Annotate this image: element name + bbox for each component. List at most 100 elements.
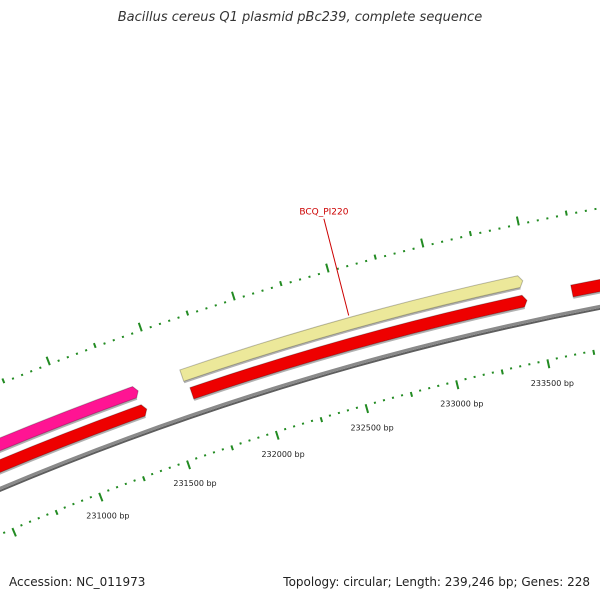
outer-tick-mark: [205, 307, 208, 310]
outer-tick-mark: [158, 322, 162, 326]
inner-tick-mark: [177, 463, 180, 466]
inner-tick-mark: [63, 506, 67, 509]
outer-tick-mark: [515, 216, 520, 226]
outer-tick-mark: [270, 286, 274, 290]
outer-tick-mark: [364, 259, 368, 263]
outer-tick-mark: [103, 342, 106, 345]
outer-tick-mark: [112, 338, 116, 342]
inner-tick-mark: [168, 466, 172, 470]
inner-tick-mark: [328, 414, 332, 417]
inner-tick-mark: [11, 527, 17, 537]
outer-tick-mark: [130, 332, 134, 335]
outer-tick-mark: [45, 356, 51, 366]
inner-tick-mark: [283, 427, 287, 431]
inner-tick-mark: [310, 419, 314, 423]
inner-tick-mark: [54, 509, 59, 516]
outer-tick-mark: [1, 378, 6, 384]
inner-tick-mark: [257, 436, 260, 439]
outer-tick-mark: [29, 370, 33, 373]
inner-tick-mark: [133, 479, 136, 482]
inner-tick-mark: [455, 380, 460, 390]
inner-tick-mark: [319, 416, 324, 423]
inner-tick-mark: [194, 457, 198, 460]
inner-tick-mark: [124, 482, 128, 486]
inner-tick-mark: [159, 469, 163, 473]
outer-tick-mark: [355, 262, 358, 265]
outer-tick-mark: [393, 252, 396, 255]
outer-tick-mark: [66, 355, 70, 359]
outer-tick-mark: [261, 289, 264, 292]
tick-label: 231000 bp: [86, 511, 129, 520]
gene-khaki-BCQ_PI220-shadow: [183, 287, 521, 384]
inner-tick-mark: [248, 439, 251, 442]
inner-tick-mark: [221, 448, 225, 451]
outer-tick-mark: [185, 310, 190, 316]
outer-tick-mark: [195, 310, 199, 313]
tick-label: 232000 bp: [261, 450, 304, 459]
inner-tick-mark: [98, 492, 104, 502]
inner-tick-mark: [20, 524, 23, 527]
inner-tick-mark: [80, 499, 84, 502]
outer-tick-mark: [149, 325, 152, 329]
inner-tick-mark: [500, 369, 504, 375]
inner-tick-mark: [592, 349, 596, 356]
inner-tick-mark: [292, 425, 296, 428]
inner-tick-mark: [546, 359, 551, 369]
inner-tick-mark: [364, 403, 370, 414]
inner-tick-mark: [150, 472, 154, 476]
inner-tick-mark: [418, 389, 422, 392]
inner-tick-mark: [355, 406, 359, 410]
outer-tick-mark: [167, 319, 171, 323]
inner-tick-mark: [115, 485, 119, 489]
outer-tick-mark: [11, 377, 15, 380]
outer-tick-mark: [317, 272, 321, 276]
inner-tick-mark: [46, 513, 49, 516]
gene-magenta-1-shadow: [0, 397, 138, 454]
outer-tick-mark: [39, 366, 42, 370]
inner-tick-mark: [409, 391, 414, 398]
outer-tick-mark: [57, 359, 60, 362]
gene-khaki-BCQ_PI220: [179, 275, 524, 382]
outer-tick-mark: [137, 322, 143, 332]
outer-tick-mark: [308, 275, 311, 278]
outer-tick-mark: [214, 304, 218, 307]
inner-tick-mark: [346, 409, 350, 412]
inner-tick-mark: [107, 489, 110, 492]
inner-tick-mark: [212, 451, 216, 454]
inner-tick-mark: [28, 520, 32, 524]
outer-tick-mark: [420, 238, 425, 248]
outer-tick-mark: [564, 210, 568, 216]
backbone: [0, 304, 600, 490]
inner-tick-mark: [2, 531, 6, 534]
outer-tick-mark: [298, 278, 302, 281]
inner-tick-mark: [186, 460, 191, 470]
outer-tick-mark: [345, 264, 349, 268]
inner-tick-mark: [72, 502, 75, 506]
backbone-shadow: [0, 307, 600, 493]
inner-tick-mark: [239, 442, 242, 445]
outer-tick-mark: [251, 292, 255, 295]
inner-tick-mark: [89, 495, 93, 499]
outer-tick-mark: [289, 281, 292, 284]
gene-red-2: [189, 294, 528, 400]
outer-tick-mark: [121, 335, 125, 339]
outer-tick-mark: [231, 291, 236, 301]
outer-tick-mark: [242, 295, 246, 298]
tick-label: 233000 bp: [440, 400, 483, 409]
inner-tick-mark: [266, 433, 269, 437]
gene-red-3-shadow: [573, 291, 600, 299]
inner-tick-mark: [230, 445, 234, 451]
outer-tick-mark: [84, 349, 88, 352]
inner-tick-mark: [382, 398, 386, 402]
topology-label: Topology: circular; Length: 239,246 bp; …: [283, 575, 590, 589]
tick-label: 232500 bp: [350, 423, 393, 432]
inner-tick-mark: [37, 516, 41, 520]
outer-tick-mark: [468, 230, 472, 237]
inner-tick-mark: [301, 422, 305, 425]
tick-label: 231500 bp: [173, 479, 216, 488]
outer-tick-mark: [223, 301, 227, 304]
gene-red-1: [0, 404, 148, 474]
gene-magenta-1: [0, 385, 139, 452]
gene-red-2-shadow: [193, 307, 525, 401]
